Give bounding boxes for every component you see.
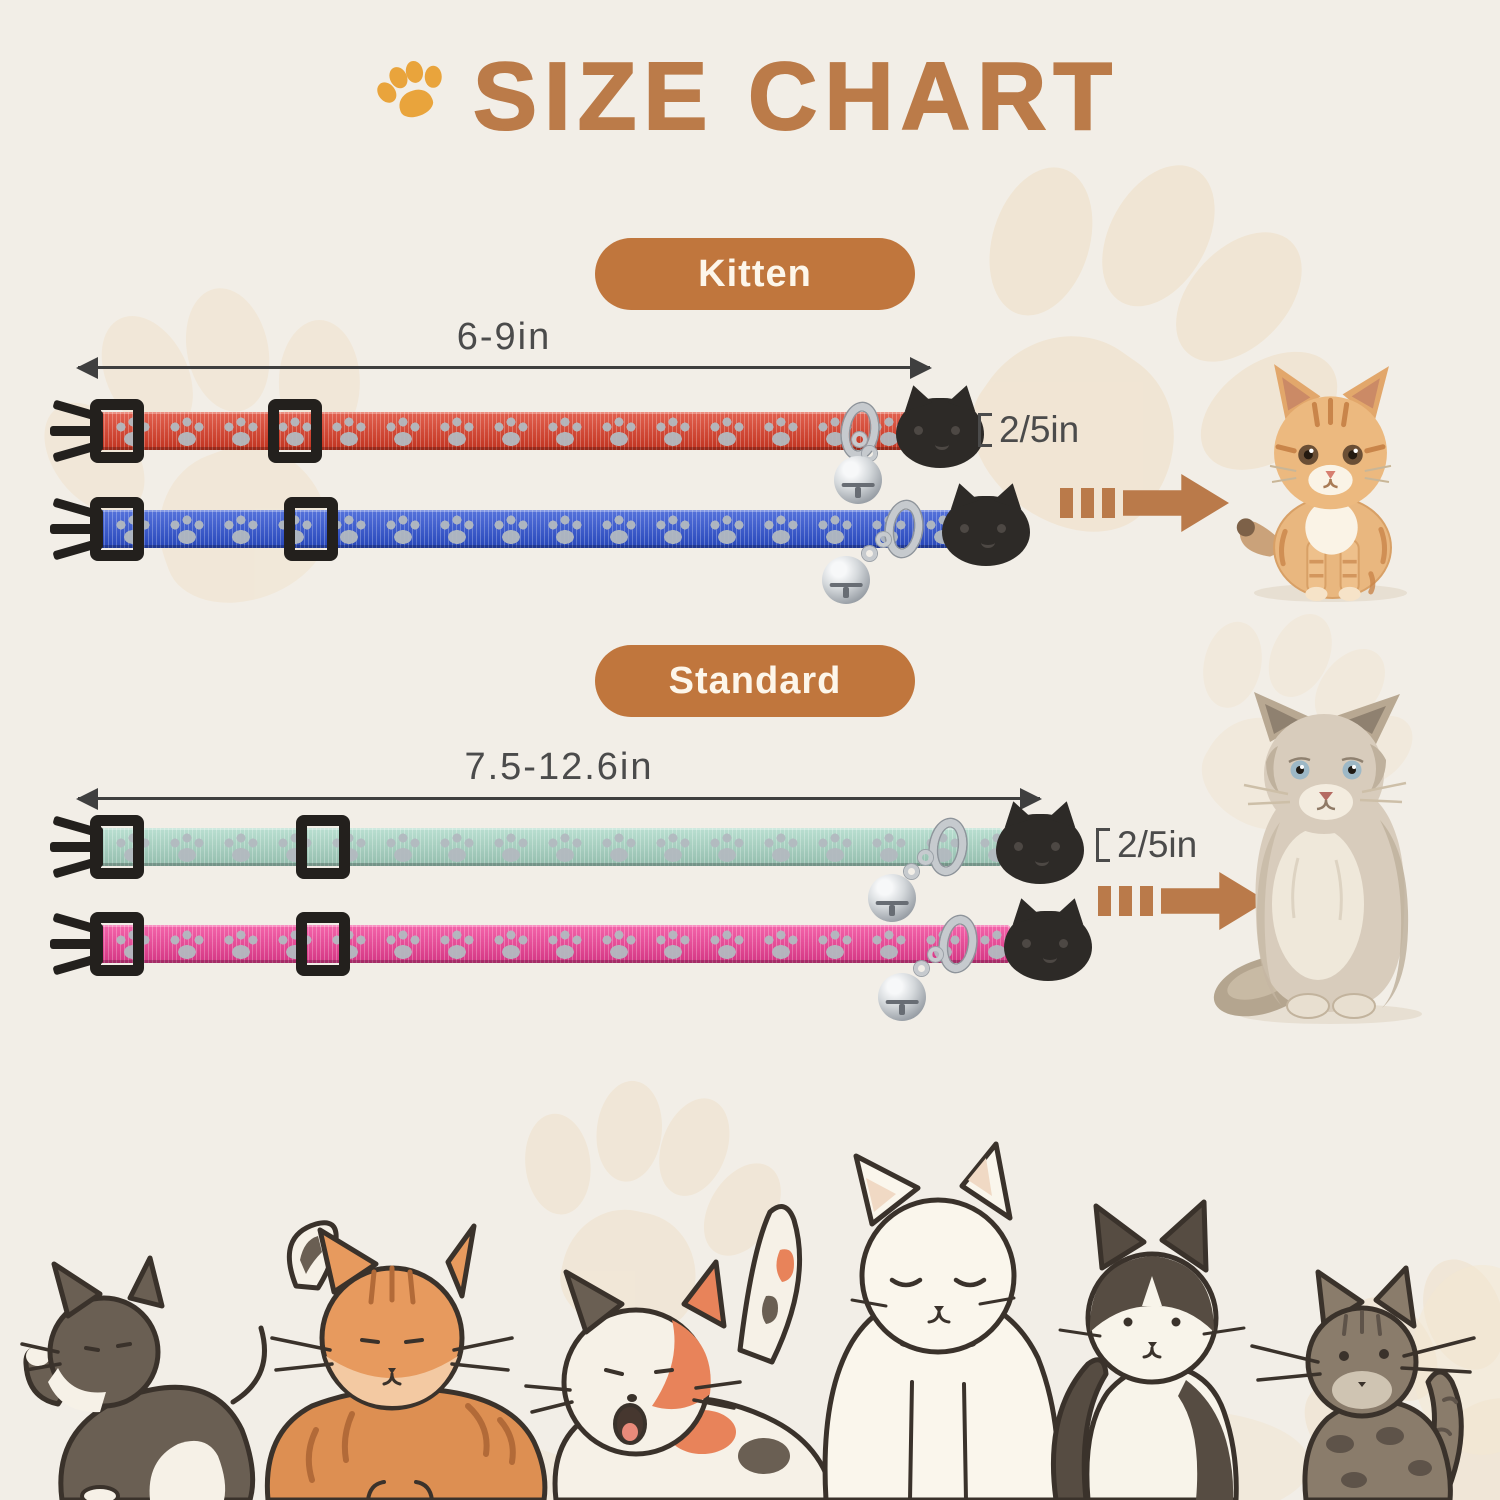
header: SIZE CHART [0, 42, 1500, 152]
chain-link-icon [914, 961, 929, 976]
dimension-arrow [78, 797, 1040, 800]
kitten-length-label: 6-9in [456, 316, 552, 358]
collar-red [0, 412, 1500, 542]
bell-icon [834, 456, 882, 504]
collar-mint [0, 828, 1500, 958]
collar-strap [96, 828, 1002, 866]
collar-pink [0, 925, 1500, 1055]
collar-width-label: 2/5in [978, 409, 1079, 451]
chain-link-icon [876, 532, 891, 547]
chain-link-icon [904, 864, 919, 879]
cat-charm-icon [1004, 911, 1092, 981]
bell-icon [822, 556, 870, 604]
chain-link-icon [918, 850, 933, 865]
buckle-frame-icon [90, 399, 144, 463]
bell-icon [868, 874, 916, 922]
collar-strap [96, 412, 912, 450]
cat-charm-icon [942, 496, 1030, 566]
collar-width-label: 2/5in [1096, 824, 1197, 866]
buckle-frame-icon [90, 497, 144, 561]
chain-link-icon [852, 432, 867, 447]
slider-icon [296, 815, 350, 879]
dimension-arrow [78, 366, 930, 369]
slider-icon [296, 912, 350, 976]
page-title: SIZE CHART [472, 42, 1119, 151]
pointer-arrow-icon [1060, 474, 1229, 532]
cat-charm-icon [896, 398, 984, 468]
kitten-photo [1236, 364, 1408, 602]
collar-blue [0, 510, 1500, 640]
standard-size-badge: Standard [595, 645, 915, 717]
bell-icon [878, 973, 926, 1021]
pointer-arrow-icon [1098, 872, 1267, 930]
width-bracket [1096, 828, 1110, 862]
cat-charm-icon [996, 814, 1084, 884]
d-ring-icon [926, 816, 970, 878]
slider-icon [268, 399, 322, 463]
kitten-size-badge: Kitten [595, 238, 915, 310]
buckle-frame-icon [90, 815, 144, 879]
slider-icon [284, 497, 338, 561]
buckle-frame-icon [90, 912, 144, 976]
standard-length-label: 7.5-12.6in [464, 746, 654, 788]
adult-cat-photo [1213, 692, 1422, 1024]
chain-link-icon [928, 947, 943, 962]
cartoon-cats-illustration [20, 1141, 1500, 1500]
chain-link-icon [862, 546, 877, 561]
width-bracket [978, 413, 992, 447]
collar-strap [96, 925, 1010, 963]
collar-strap [96, 510, 958, 548]
paw-icon [373, 55, 451, 131]
